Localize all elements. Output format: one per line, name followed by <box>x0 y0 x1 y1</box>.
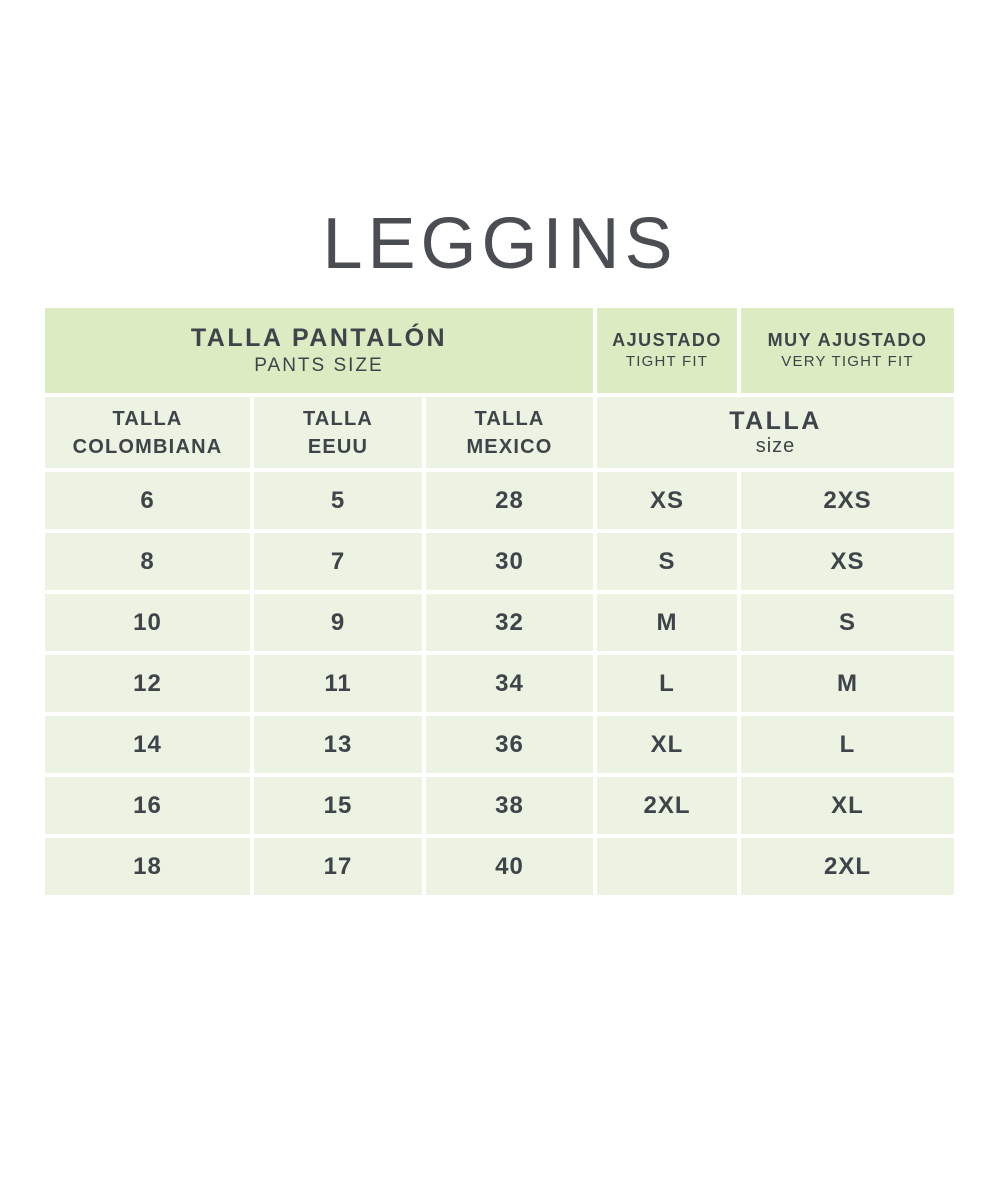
column-header-line: EEUU <box>307 435 369 458</box>
table-cell-tight-fit: XL <box>597 716 737 773</box>
table-cell-very-tight-fit: XL <box>741 777 954 834</box>
table-cell-eeuu: 11 <box>254 655 422 712</box>
column-header-talla: TALLA <box>729 407 822 436</box>
table-cell-colombiana: 8 <box>45 533 250 590</box>
table-cell-eeuu: 7 <box>254 533 422 590</box>
table-cell-mexico: 38 <box>426 777 593 834</box>
column-header-talla-mexico: TALLA MEXICO <box>426 397 593 468</box>
table-cell-tight-fit <box>597 838 737 895</box>
column-header-line: COLOMBIANA <box>72 435 223 458</box>
header-tight-fit-es: AJUSTADO <box>612 330 722 351</box>
table-cell-eeuu: 5 <box>254 472 422 529</box>
size-chart-table: TALLA PANTALÓN PANTS SIZE AJUSTADO TIGHT… <box>45 308 954 895</box>
table-cell-colombiana: 14 <box>45 716 250 773</box>
page-title: LEGGINS <box>322 204 678 284</box>
table-cell-tight-fit: S <box>597 533 737 590</box>
table-cell-very-tight-fit: 2XS <box>741 472 954 529</box>
table-cell-very-tight-fit: M <box>741 655 954 712</box>
table-cell-very-tight-fit: XS <box>741 533 954 590</box>
table-cell-eeuu: 15 <box>254 777 422 834</box>
table-cell-eeuu: 13 <box>254 716 422 773</box>
header-tight-fit: AJUSTADO TIGHT FIT <box>597 308 737 393</box>
table-cell-mexico: 34 <box>426 655 593 712</box>
column-header-talla-colombiana: TALLA COLOMBIANA <box>45 397 250 468</box>
table-cell-mexico: 40 <box>426 838 593 895</box>
table-cell-very-tight-fit: L <box>741 716 954 773</box>
table-cell-very-tight-fit: 2XL <box>741 838 954 895</box>
header-pants-size: TALLA PANTALÓN PANTS SIZE <box>45 308 593 393</box>
column-header-line: TALLA <box>302 407 374 430</box>
table-cell-mexico: 30 <box>426 533 593 590</box>
table-cell-colombiana: 10 <box>45 594 250 651</box>
header-pants-size-en: PANTS SIZE <box>254 354 384 376</box>
table-cell-colombiana: 18 <box>45 838 250 895</box>
table-cell-tight-fit: XS <box>597 472 737 529</box>
table-cell-colombiana: 16 <box>45 777 250 834</box>
table-cell-mexico: 36 <box>426 716 593 773</box>
header-very-tight-fit-es: MUY AJUSTADO <box>767 330 928 351</box>
header-very-tight-fit-en: VERY TIGHT FIT <box>781 353 914 371</box>
column-header-talla-eeuu: TALLA EEUU <box>254 397 422 468</box>
table-cell-tight-fit: 2XL <box>597 777 737 834</box>
column-header-size: size <box>755 434 796 457</box>
column-header-line: MEXICO <box>466 435 553 458</box>
table-cell-mexico: 28 <box>426 472 593 529</box>
header-tight-fit-en: TIGHT FIT <box>625 353 709 371</box>
column-header-talla-size: TALLA size <box>597 397 954 468</box>
table-cell-tight-fit: M <box>597 594 737 651</box>
table-cell-colombiana: 12 <box>45 655 250 712</box>
table-cell-very-tight-fit: S <box>741 594 954 651</box>
table-cell-colombiana: 6 <box>45 472 250 529</box>
table-cell-mexico: 32 <box>426 594 593 651</box>
table-cell-eeuu: 17 <box>254 838 422 895</box>
table-cell-eeuu: 9 <box>254 594 422 651</box>
column-header-line: TALLA <box>474 407 545 430</box>
table-cell-tight-fit: L <box>597 655 737 712</box>
column-header-line: TALLA <box>112 407 183 430</box>
header-pants-size-es: TALLA PANTALÓN <box>190 323 448 352</box>
header-very-tight-fit: MUY AJUSTADO VERY TIGHT FIT <box>741 308 954 393</box>
